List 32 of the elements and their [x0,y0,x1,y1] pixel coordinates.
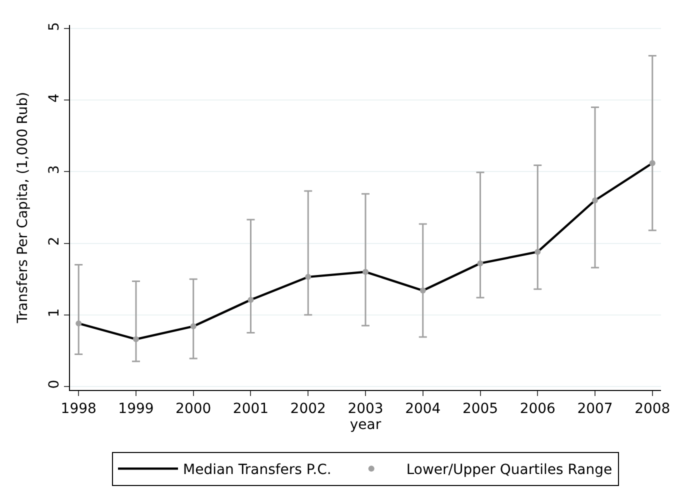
legend-label: Lower/Upper Quartiles Range [406,462,612,478]
point [420,288,426,294]
y-tick-label: 0 [46,380,62,389]
x-tick-label: 2001 [232,400,269,417]
x-tick-label: 2005 [462,400,498,417]
x-tick-label: 2008 [634,400,670,417]
point [248,296,254,303]
x-tick-label: 2004 [405,400,441,417]
y-axis-title: Transfers Per Capita, (1,000 Rub) [15,92,31,324]
x-tick-label: 1999 [118,400,154,417]
point [477,260,484,266]
point [132,336,139,342]
point [649,160,656,166]
x-tick-label: 2007 [577,400,613,417]
y-tick-label: 3 [46,165,62,174]
x-tick-label: 2000 [176,400,212,417]
point [76,320,82,326]
x-tick-label: 2002 [290,400,326,417]
y-tick-label: 5 [46,22,62,31]
y-tick-label: 2 [46,236,62,246]
point [305,274,312,280]
point [362,268,368,275]
y-tick-label: 1 [46,308,62,318]
y-tick-label: 4 [46,94,62,103]
point [534,248,541,255]
x-axis-title: year [350,416,382,433]
point [190,323,196,330]
x-tick-label: 2006 [520,400,556,417]
point [592,197,598,204]
x-tick-label: 2003 [348,400,384,417]
legend-label: Median Transfers P.C. [183,462,332,478]
x-tick-label: 1998 [60,400,96,417]
